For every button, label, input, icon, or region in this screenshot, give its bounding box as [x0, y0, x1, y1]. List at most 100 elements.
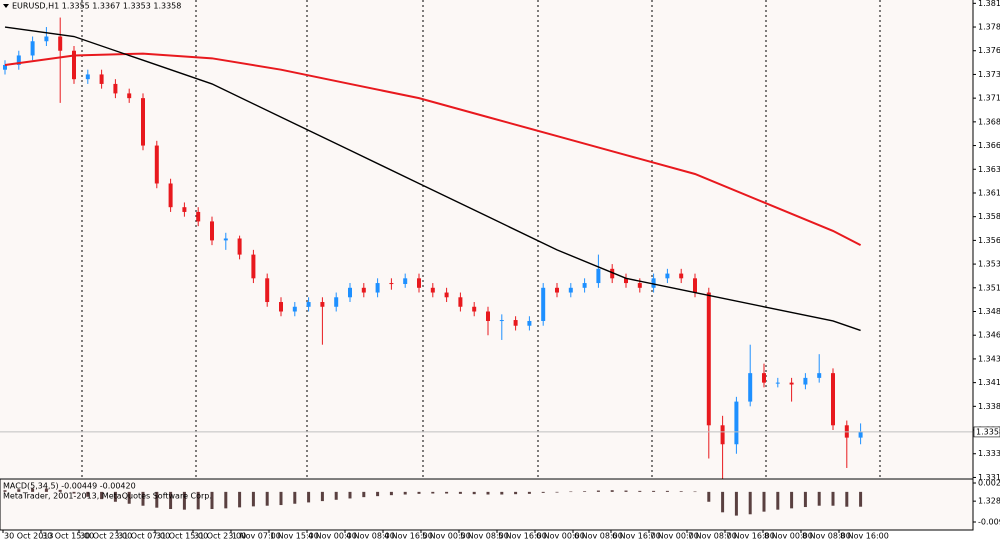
indicator-bar	[734, 491, 738, 516]
indicator-bar	[583, 491, 587, 492]
candle-body	[141, 98, 145, 146]
candle-body	[85, 74, 90, 80]
candle-body	[403, 278, 408, 285]
candle-body	[831, 373, 835, 426]
x-tick-label: 1 Nov 15:00	[270, 532, 319, 541]
candle-body	[568, 287, 573, 293]
indicator-bar	[196, 491, 200, 510]
indicator-bar	[721, 491, 725, 513]
candle-body	[113, 83, 118, 94]
indicator-bar	[762, 491, 766, 512]
candle-body	[44, 36, 49, 42]
candle-body	[637, 283, 642, 288]
candle-body	[223, 238, 228, 241]
indicator-bar	[486, 491, 490, 495]
y-tick-label: 1.3335	[978, 449, 1000, 458]
y-tick-label: 1.3735	[978, 70, 1000, 79]
candle-body	[334, 297, 339, 307]
indicator-bar	[541, 491, 545, 493]
x-tick-label: 1 Nov 07:00	[232, 532, 281, 541]
y-tick-label: 1.3710	[978, 94, 1000, 103]
indicator-bar	[817, 491, 821, 506]
indicator-bar	[113, 491, 117, 502]
indicator-bar	[17, 489, 21, 492]
candle-body	[16, 55, 21, 65]
candle-body	[210, 221, 214, 241]
indicator-bar	[679, 491, 683, 492]
indicator-bar	[665, 490, 669, 492]
indicator-bar	[31, 488, 35, 492]
candle-body	[513, 320, 518, 326]
candle-body	[251, 254, 256, 279]
candle-body	[651, 278, 656, 288]
candle-body	[789, 382, 794, 385]
indicator-bar	[776, 491, 780, 510]
candle-body	[3, 64, 7, 70]
candle-body	[665, 273, 670, 279]
x-tick-label: 8 Nov 16:00	[840, 532, 889, 541]
y-tick-label: 1.3760	[978, 46, 1000, 55]
menu-icon	[3, 4, 9, 8]
y-tick-label: 1.3410	[978, 378, 1000, 387]
candle-body	[679, 273, 684, 279]
candle-body	[279, 302, 283, 312]
main-layer	[0, 0, 973, 492]
indicator-bar	[693, 491, 697, 493]
indicator-bar	[569, 491, 573, 493]
indicator-bar	[624, 490, 628, 492]
candle-body	[72, 50, 76, 80]
indicator-bar	[458, 491, 462, 494]
candle-body	[624, 278, 628, 284]
indicator-bar	[86, 491, 90, 497]
indicator-bar	[803, 491, 807, 508]
candle-body	[265, 278, 270, 303]
x-tick-label: 6 Nov 08:00	[574, 532, 623, 541]
indicator-bar	[141, 491, 145, 506]
candle-body	[348, 287, 352, 298]
candle-body	[706, 292, 711, 426]
indicator-bar	[334, 491, 338, 500]
x-tick-label: 8 Nov 08:00	[802, 532, 851, 541]
indicator-tick-label: 0.00269	[978, 479, 1000, 488]
x-tick-label: 7 Nov 08:00	[688, 532, 737, 541]
candle-body	[734, 401, 739, 445]
indicator-bar	[638, 490, 642, 492]
x-tick-label: 31 Oct 07:00	[118, 532, 170, 541]
candle-body	[858, 431, 863, 438]
indicator-bar	[514, 491, 518, 495]
indicator-bar	[224, 491, 228, 509]
indicator-bar	[610, 490, 614, 492]
chart-title: EURUSD,H1 1.3355 1.3367 1.3353 1.3358	[12, 2, 181, 11]
candle-body	[596, 268, 601, 284]
x-tick-label: 8 Nov 00:00	[764, 532, 813, 541]
x-tick-label: 6 Nov 16:00	[612, 532, 661, 541]
indicator-bar	[238, 491, 242, 508]
x-tick-label: 4 Nov 08:00	[346, 532, 395, 541]
x-tick-label: 7 Nov 00:00	[650, 532, 699, 541]
x-tick-label: 31 Oct 15:00	[156, 532, 208, 541]
y-tick-label: 1.3485	[978, 307, 1000, 316]
candle-body	[527, 320, 532, 326]
y-tick-label: 1.3560	[978, 236, 1000, 245]
candle-body	[610, 268, 615, 279]
y-tick-label: 1.3610	[978, 188, 1000, 197]
candle-body	[389, 283, 394, 285]
indicator-bar	[748, 491, 752, 515]
candle-body	[320, 302, 325, 307]
indicator-label: MACD(5,34,5) -0.00449 -0.00420	[3, 482, 136, 491]
indicator-bar	[320, 491, 324, 502]
indicator-bar	[348, 491, 352, 499]
candle-body	[154, 145, 159, 184]
indicator-bar	[127, 491, 131, 504]
x-tick-label: 30 Oct 23:00	[80, 532, 132, 541]
candle-body	[762, 373, 766, 383]
y-tick-label: 1.3285	[978, 497, 1000, 506]
candle-body	[99, 74, 104, 84]
indicator-bar	[403, 491, 407, 495]
moving-average	[4, 52, 862, 247]
candle-body	[430, 287, 435, 293]
copyright: MetaTrader, 2001-2013, MetaQuotes Softwa…	[3, 492, 212, 501]
indicator-bar	[72, 491, 76, 494]
candle-body	[168, 183, 173, 208]
